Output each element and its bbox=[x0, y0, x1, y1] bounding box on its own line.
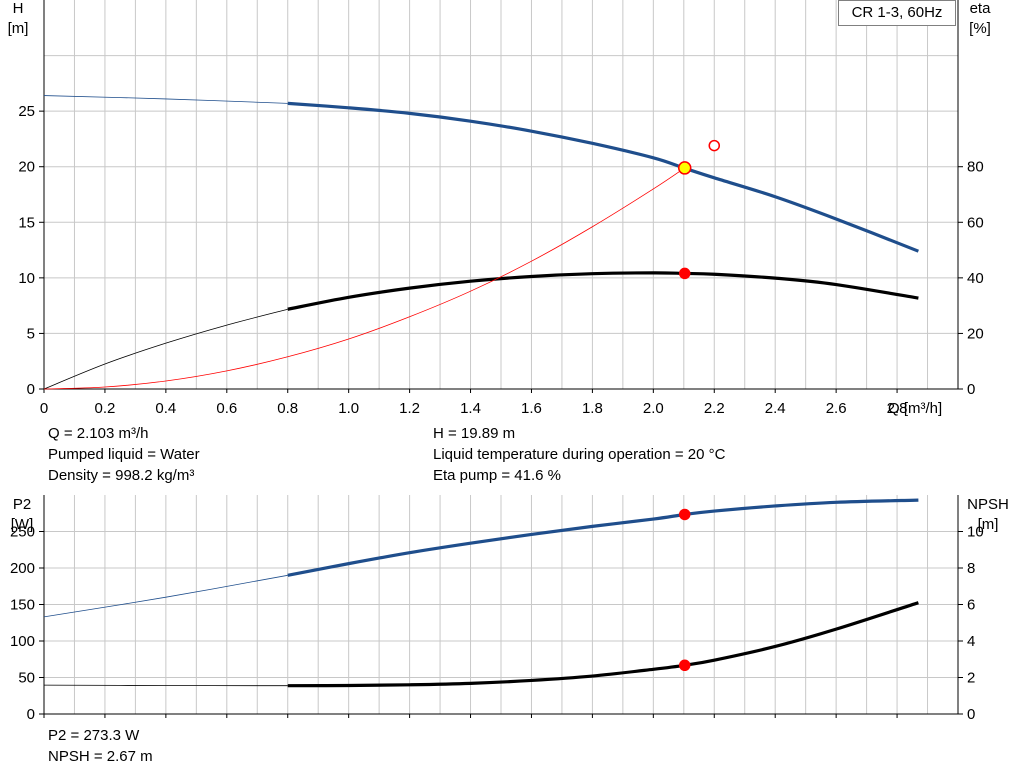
left-axis-unit: [W] bbox=[11, 516, 34, 533]
p2-point-marker bbox=[678, 508, 691, 521]
x-axis-tick-label: 1.8 bbox=[582, 400, 603, 417]
right-axis-unit: [m] bbox=[978, 516, 999, 533]
max-point-marker bbox=[708, 139, 721, 152]
pumped-liquid-text: Pumped liquid = Water bbox=[48, 446, 200, 463]
chart-panel-1: 0 5 10 15 20 25 0 20 40 60 80 0 0.2 0.4 0.6 0.8 1.0 1.2 1.… bbox=[8, 0, 992, 417]
right-axis-tick-label: 0 bbox=[967, 381, 975, 398]
x-axis-tick-label: 1.6 bbox=[521, 400, 542, 417]
left-axis-tick-label: 0 bbox=[27, 381, 35, 398]
head-text: H = 19.89 m bbox=[433, 425, 516, 442]
left-axis-tick-label: 5 bbox=[27, 325, 35, 342]
chart-panel-2: 0 50 100 150 200 250 0 2 4 6 8 10 P2 [W] NPSH [m] bbox=[10, 495, 1009, 723]
right-axis-tick-label: 8 bbox=[967, 560, 975, 577]
x-axis-tick-label: 2.0 bbox=[643, 400, 664, 417]
eta-curve-thin-segment bbox=[43, 308, 288, 390]
duty-point-marker bbox=[677, 161, 692, 175]
right-axis-tick-label: 60 bbox=[967, 214, 984, 231]
x-axis-tick-label: 2.8 bbox=[887, 400, 908, 417]
left-axis-tick-label: 250 bbox=[10, 524, 35, 541]
left-axis-tick-label: 15 bbox=[18, 214, 35, 231]
left-axis-tick-label: 50 bbox=[18, 670, 35, 687]
right-axis-unit: [%] bbox=[969, 20, 991, 37]
left-axis-tick-label: 150 bbox=[10, 597, 35, 614]
eta-curve-thick-segment bbox=[287, 271, 919, 311]
right-axis-tick-label: 6 bbox=[967, 597, 975, 614]
npsh-value-text: NPSH = 2.67 m bbox=[48, 748, 153, 765]
left-axis-tick-label: 0 bbox=[27, 706, 35, 723]
x-axis-tick-label: 0.2 bbox=[95, 400, 116, 417]
left-axis-label: H bbox=[13, 0, 24, 17]
x-axis-tick-label: 1.4 bbox=[460, 400, 481, 417]
x-axis-tick-label: 0 bbox=[40, 400, 48, 417]
h-curve-thin-segment bbox=[43, 95, 288, 104]
right-axis-tick-label: 4 bbox=[967, 633, 975, 650]
npsh-curve-thin-segment bbox=[43, 684, 288, 687]
flow-rate-text: Q = 2.103 m³/h bbox=[48, 425, 149, 442]
left-axis-tick-label: 25 bbox=[18, 103, 35, 120]
npsh-point-marker bbox=[678, 659, 691, 672]
right-axis-tick-label: 20 bbox=[967, 325, 984, 342]
x-axis-tick-label: 1.0 bbox=[338, 400, 359, 417]
p2-curve-thin-segment bbox=[43, 574, 288, 618]
right-axis-label: NPSH bbox=[967, 496, 1009, 513]
liquid-temperature-text: Liquid temperature during operation = 20… bbox=[433, 446, 726, 463]
npsh-curve-thick-segment bbox=[287, 601, 919, 688]
left-axis-unit: [m] bbox=[8, 20, 29, 37]
x-axis-tick-label: 0.4 bbox=[155, 400, 176, 417]
x-axis-tick-label: 2.2 bbox=[704, 400, 725, 417]
system-curve-thin-segment bbox=[43, 167, 685, 390]
h-curve-thick-segment bbox=[287, 101, 919, 253]
right-axis-label: eta bbox=[970, 0, 992, 17]
right-axis-tick-label: 10 bbox=[967, 524, 984, 541]
p2-curve-thick-segment bbox=[287, 498, 919, 577]
left-axis-tick-label: 100 bbox=[10, 633, 35, 650]
eta-pump-text: Eta pump = 41.6 % bbox=[433, 467, 561, 484]
left-axis-tick-label: 20 bbox=[18, 159, 35, 176]
left-axis-label: P2 bbox=[13, 496, 31, 513]
right-axis-tick-label: 0 bbox=[967, 706, 975, 723]
x-axis-tick-label: 0.6 bbox=[216, 400, 237, 417]
x-axis-tick-label: 2.6 bbox=[826, 400, 847, 417]
right-axis-tick-label: 2 bbox=[967, 670, 975, 687]
x-axis-tick-label: 2.4 bbox=[765, 400, 786, 417]
right-axis-tick-label: 40 bbox=[967, 270, 984, 287]
right-axis-tick-label: 80 bbox=[967, 159, 984, 176]
p2-value-text: P2 = 273.3 W bbox=[48, 727, 140, 744]
x-axis-label: Q [m³/h] bbox=[888, 400, 942, 417]
left-axis-tick-label: 200 bbox=[10, 560, 35, 577]
x-axis-tick-label: 1.2 bbox=[399, 400, 420, 417]
x-axis-tick-label: 0.8 bbox=[277, 400, 298, 417]
eta-point-marker bbox=[678, 267, 691, 280]
model-label-box: CR 1-3, 60Hz bbox=[838, 0, 956, 26]
density-text: Density = 998.2 kg/m³ bbox=[48, 467, 195, 484]
left-axis-tick-label: 10 bbox=[18, 270, 35, 287]
